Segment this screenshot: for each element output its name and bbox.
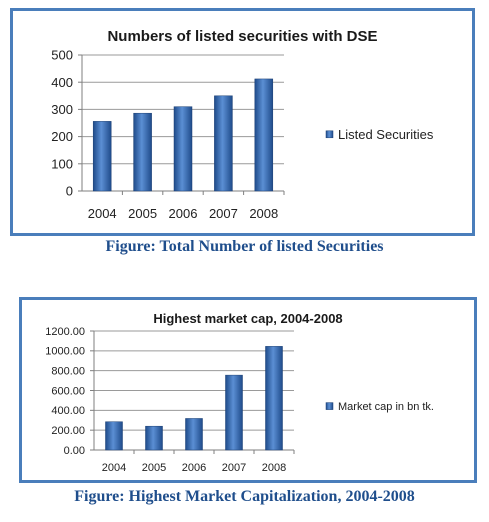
y-tick-label: 300 bbox=[51, 102, 73, 117]
legend-label: Listed Securities bbox=[338, 127, 434, 142]
y-tick-label: 1000.00 bbox=[45, 346, 85, 358]
legend-swatch bbox=[325, 402, 334, 410]
chart-title: Numbers of listed securities with DSE bbox=[107, 28, 377, 45]
x-tick-label: 2007 bbox=[209, 206, 238, 221]
x-tick-label: 2007 bbox=[222, 462, 246, 474]
x-tick-label: 2008 bbox=[262, 462, 286, 474]
x-tick-label: 2006 bbox=[182, 462, 206, 474]
y-tick-label: 400.00 bbox=[51, 405, 85, 417]
y-tick-label: 400 bbox=[51, 75, 73, 90]
x-tick-label: 2008 bbox=[249, 206, 278, 221]
y-tick-label: 600.00 bbox=[51, 385, 85, 397]
bar-2008 bbox=[254, 78, 274, 192]
bar-2004 bbox=[92, 121, 112, 192]
bar-2006 bbox=[185, 418, 203, 451]
x-tick-label: 2004 bbox=[102, 462, 126, 474]
y-tick-label: 1200.00 bbox=[45, 326, 85, 338]
bar-2008 bbox=[265, 346, 283, 451]
bar-2005 bbox=[133, 112, 152, 192]
bar-2006 bbox=[173, 106, 193, 192]
bar-2007 bbox=[225, 374, 243, 451]
y-tick-label: 200.00 bbox=[51, 425, 85, 437]
y-tick-label: 800.00 bbox=[51, 366, 85, 378]
market-cap-chart-svg: Highest market cap, 2004-2008 0.00 200.00 4… bbox=[45, 311, 434, 474]
chart-title: Highest market cap, 2004-2008 bbox=[153, 311, 342, 326]
x-tick-label: 2005 bbox=[128, 206, 157, 221]
y-tick-label: 500 bbox=[51, 48, 73, 63]
x-tick-label: 2006 bbox=[169, 206, 198, 221]
listed-securities-caption: Figure: Total Number of listed Securitie… bbox=[105, 238, 384, 255]
legend-label: Market cap in bn tk. bbox=[338, 401, 434, 413]
y-tick-label: 0.00 bbox=[64, 445, 85, 457]
listed-securities-chart-svg: Numbers of listed securities with DSE 0 10… bbox=[51, 28, 434, 221]
bar-2004 bbox=[105, 421, 123, 451]
x-tick-label: 2004 bbox=[88, 206, 117, 221]
legend-swatch bbox=[325, 130, 334, 139]
listed-securities-chart: Numbers of listed securities with DSE 0 10… bbox=[10, 8, 475, 236]
y-tick-label: 100 bbox=[51, 156, 73, 171]
market-cap-chart: Highest market cap, 2004-2008 0.00 200.00 4… bbox=[19, 297, 477, 483]
market-cap-caption: Figure: Highest Market Capitalization, 2… bbox=[74, 488, 415, 505]
y-tick-label: 200 bbox=[51, 129, 73, 144]
y-tick-label: 0 bbox=[66, 184, 73, 199]
x-tick-label: 2005 bbox=[142, 462, 166, 474]
bar-2005 bbox=[145, 425, 163, 451]
bar-2007 bbox=[214, 95, 233, 192]
